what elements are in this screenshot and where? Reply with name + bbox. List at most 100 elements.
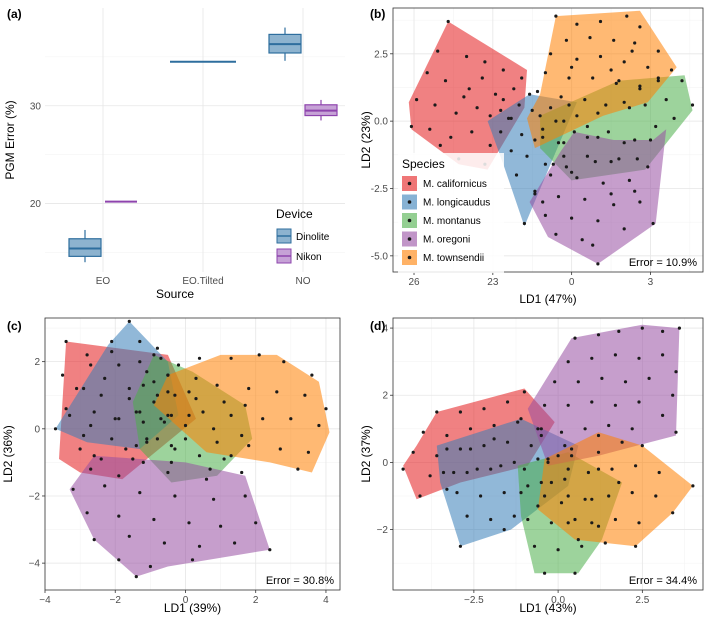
data-point [458,447,462,451]
data-point [572,130,576,134]
data-point [634,464,638,468]
data-point [124,447,128,451]
x-tick-label: 26 [408,277,420,288]
data-point [117,474,121,478]
y-axis-title: LD2 (23%) [359,111,373,168]
data-point [479,494,483,498]
data-point [596,219,600,223]
data-point [458,410,462,414]
data-point [509,116,513,120]
data-point [215,440,219,444]
data-point [549,106,553,110]
data-point [526,484,530,488]
data-point [465,514,469,518]
data-point [539,480,543,485]
data-point [134,575,138,579]
data-point [197,454,202,458]
data-point [573,517,577,522]
data-point [516,420,520,424]
data-point [559,501,564,505]
data-point [590,521,594,525]
x-axis-title: LD1 (43%) [519,601,576,615]
data-point [449,135,453,139]
data-point [674,430,678,434]
data-point [613,403,618,407]
data-point [89,423,93,428]
data-point [512,514,516,518]
data-point [229,413,233,417]
y-tick-label: 20 [30,199,42,210]
data-point [617,329,621,333]
data-point [243,403,247,407]
data-point [520,76,524,80]
data-point [533,192,537,196]
data-point [580,238,584,242]
data-point [169,460,173,464]
plot-frame [392,7,704,273]
data-point [630,491,634,495]
data-point [564,38,569,42]
data-point [559,430,564,434]
data-point [583,98,587,102]
data-point [609,160,613,164]
data-point [677,326,682,330]
data-point [646,65,650,69]
data-point [183,437,188,441]
data-point [501,98,505,102]
data-point [247,386,251,391]
data-point [570,65,574,69]
data-point [566,403,570,407]
x-tick-label: 2.5 [635,595,649,606]
data-point [529,444,533,448]
data-point [564,165,569,169]
data-point [243,494,247,498]
data-point [556,454,560,458]
data-point [415,98,419,102]
data-point [159,356,163,360]
data-point [257,353,261,357]
data-point [488,114,492,118]
data-point [465,470,469,475]
data-point [609,192,613,196]
y-tick-label: -5.0 [371,251,389,262]
data-point [127,319,131,323]
data-point [593,160,597,164]
data-point [522,221,527,226]
data-point [499,464,503,468]
data-point [596,111,600,115]
error-annotation: Error = 10.9% [629,257,697,269]
data-point [467,87,471,91]
data-point [480,76,484,80]
hull-oregoni [529,129,667,264]
data-point [173,494,177,498]
data-point [183,423,188,428]
legend-key-dot [407,181,412,186]
data-point [428,127,432,131]
y-tick-label: 2 [34,357,40,368]
data-point [455,491,459,495]
data-point [89,467,93,471]
data-point [536,504,540,508]
data-point [64,339,68,344]
data-point [438,143,442,147]
data-point [85,511,89,515]
data-point [622,141,626,145]
points-montanus [541,76,695,174]
points-californicus [61,339,191,478]
points-montanus [519,454,621,575]
data-point [110,339,114,344]
data-point [638,200,642,204]
data-point [553,380,557,384]
data-point [75,386,79,391]
x-tick-label: 2 [253,595,259,606]
data-point [585,124,590,129]
data-point [691,484,695,488]
data-point [596,467,601,471]
y-tick-label: -2.5 [371,184,389,195]
data-point [166,413,170,417]
x-axis-title: Source [156,287,194,301]
plot-frame [392,317,704,591]
data-point [604,103,608,107]
data-point [661,413,665,417]
